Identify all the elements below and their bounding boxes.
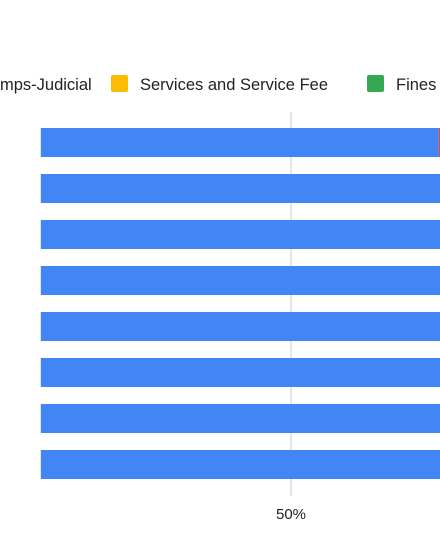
legend-label-stamps-judicial: mps-Judicial bbox=[0, 76, 92, 94]
x-axis: 50% bbox=[276, 506, 306, 523]
bar-2-segment-1 bbox=[40, 174, 440, 203]
bar-8-segment-1 bbox=[40, 450, 440, 479]
bar-6-segment-1 bbox=[40, 358, 440, 387]
legend-label-services: Services and Service Fee bbox=[140, 76, 328, 94]
bar-1-segment-1 bbox=[40, 128, 439, 157]
bar-4-segment-1 bbox=[40, 266, 440, 295]
bar-5-segment-1 bbox=[40, 312, 440, 341]
legend-swatch-fines bbox=[367, 75, 384, 92]
x-tick-label-50: 50% bbox=[276, 506, 306, 523]
bar-3-segment-1 bbox=[40, 220, 440, 249]
bar-7-segment-1 bbox=[40, 404, 440, 433]
bar-1-segment-2 bbox=[438, 128, 440, 157]
legend: mps-Judicial Services and Service Fee Fi… bbox=[0, 75, 436, 94]
legend-label-fines: Fines bbox=[396, 76, 436, 94]
bars-group bbox=[40, 128, 440, 479]
legend-swatch-services bbox=[111, 75, 128, 92]
